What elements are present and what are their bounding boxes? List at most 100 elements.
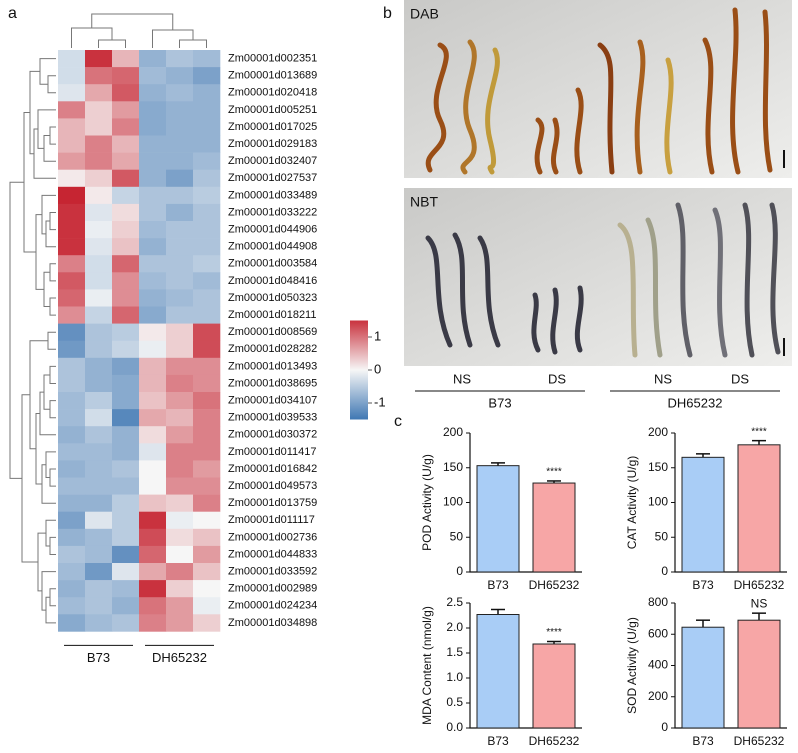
heatmap-cell bbox=[112, 597, 140, 615]
heatmap-cell bbox=[139, 477, 167, 495]
heatmap-cell bbox=[58, 409, 86, 427]
bar bbox=[476, 614, 520, 729]
dendrogram-branch bbox=[45, 596, 56, 624]
row-label: Zm00001d011417 bbox=[228, 446, 316, 458]
row-label: Zm00001d011117 bbox=[228, 514, 315, 526]
heatmap-cell bbox=[193, 272, 221, 290]
row-label: Zm00001d013493 bbox=[228, 360, 317, 372]
heatmap-cell bbox=[193, 477, 221, 495]
row-label: Zm00001d050323 bbox=[228, 292, 317, 304]
heatmap-cell bbox=[112, 152, 140, 170]
heatmap-cell bbox=[139, 460, 167, 478]
dendrogram-branch bbox=[9, 181, 24, 479]
heatmap-cell bbox=[166, 323, 194, 341]
x-tick-label: DH65232 bbox=[734, 734, 785, 748]
dendrogram-branch bbox=[45, 451, 56, 478]
heatmap-cell bbox=[85, 614, 113, 632]
heatmap-cell bbox=[166, 101, 194, 119]
bar bbox=[681, 456, 725, 573]
row-label: Zm00001d013689 bbox=[228, 70, 317, 82]
bar bbox=[532, 643, 576, 729]
panel-label: c bbox=[394, 413, 402, 430]
heatmap-cell bbox=[85, 306, 113, 324]
row-label: Zm00001d027537 bbox=[228, 172, 317, 184]
dendrogram-branch bbox=[41, 464, 56, 504]
heatmap-cell bbox=[139, 392, 167, 410]
heatmap-cell bbox=[193, 443, 221, 461]
heatmap-cell bbox=[166, 409, 194, 427]
y-tick-label: 0.5 bbox=[446, 695, 463, 709]
heatmap-cell bbox=[112, 50, 140, 68]
heatmap-cell bbox=[193, 545, 221, 564]
heatmap-cell bbox=[112, 494, 140, 512]
heatmap-cell bbox=[112, 84, 140, 102]
heatmap-cell bbox=[58, 289, 86, 307]
x-tick-label: DH65232 bbox=[734, 578, 785, 592]
y-tick-label: 0 bbox=[456, 564, 463, 578]
row-dendrogram bbox=[9, 58, 56, 624]
heatmap-cell bbox=[58, 494, 86, 512]
heatmap-cell bbox=[58, 323, 86, 341]
row-label: Zm00001d038695 bbox=[228, 377, 317, 389]
heatmap-cell bbox=[166, 511, 194, 530]
heatmap-cell bbox=[139, 614, 167, 632]
heatmap-cell bbox=[85, 289, 113, 307]
dendrogram-branch bbox=[49, 588, 56, 607]
colorbar-label: 0 bbox=[374, 361, 381, 376]
y-tick-label: 1.5 bbox=[446, 645, 463, 659]
dendrogram-branch bbox=[47, 75, 56, 94]
heatmap-cell bbox=[85, 460, 113, 478]
group-label: B73 bbox=[87, 650, 110, 665]
heatmap-cell bbox=[58, 186, 86, 205]
dendrogram-branch bbox=[45, 519, 56, 547]
heatmap-cell bbox=[58, 272, 86, 290]
heatmap-cell bbox=[193, 494, 221, 512]
bar bbox=[737, 444, 781, 573]
heatmap-cell bbox=[166, 340, 194, 359]
heatmap-cell bbox=[193, 528, 221, 547]
heatmap-cell bbox=[85, 186, 113, 205]
y-tick-label: 0.0 bbox=[446, 720, 463, 734]
y-tick-label: 50 bbox=[450, 529, 464, 543]
dendrogram-branch bbox=[49, 536, 56, 555]
heatmap-cell bbox=[85, 323, 113, 341]
heatmap-cell bbox=[139, 306, 167, 324]
heatmap-cell bbox=[58, 563, 86, 581]
heatmap-cell bbox=[139, 135, 167, 153]
heatmap-cell bbox=[85, 374, 113, 393]
heatmap-cell bbox=[85, 84, 113, 102]
heatmap-cell bbox=[112, 563, 140, 581]
y-tick-label: 2.5 bbox=[446, 595, 463, 609]
x-tick-label: B73 bbox=[692, 578, 714, 592]
photo-panel: DAB NBT NS DS NS DS B73 DH65232 bbox=[404, 0, 792, 410]
dendrogram-branch bbox=[43, 271, 50, 307]
heatmap-cell bbox=[193, 357, 221, 376]
dendrogram-branch bbox=[47, 331, 56, 350]
heatmap-cell bbox=[139, 186, 167, 205]
heatmap-cell bbox=[193, 186, 221, 205]
heatmap-cell bbox=[166, 528, 194, 547]
y-tick-label: 200 bbox=[648, 425, 668, 439]
heatmap-cell bbox=[58, 118, 86, 136]
heatmap-cell bbox=[112, 306, 140, 324]
heatmap-cell bbox=[112, 169, 140, 188]
heatmap-cell bbox=[193, 50, 221, 68]
heatmap-cell bbox=[166, 272, 194, 290]
dendrogram-branch bbox=[37, 109, 56, 149]
heatmap-cell bbox=[58, 84, 86, 102]
row-label: Zm00001d002351 bbox=[228, 52, 317, 64]
dendrogram-branch bbox=[39, 391, 56, 436]
heatmap-cell bbox=[58, 169, 86, 188]
heatmap-cell bbox=[112, 118, 140, 136]
heatmap-cell bbox=[112, 614, 140, 632]
heatmap-cell bbox=[139, 528, 167, 547]
heatmap-cell bbox=[193, 614, 221, 632]
heatmap-cell bbox=[112, 426, 140, 444]
heatmap-cell bbox=[166, 357, 194, 376]
heatmap-cell bbox=[193, 169, 221, 188]
heatmap-cell bbox=[166, 84, 194, 102]
row-label: Zm00001d033592 bbox=[228, 565, 317, 577]
x-tick-label: DH65232 bbox=[529, 578, 580, 592]
row-label: Zm00001d005251 bbox=[228, 104, 317, 116]
nbt-roots bbox=[425, 202, 781, 358]
